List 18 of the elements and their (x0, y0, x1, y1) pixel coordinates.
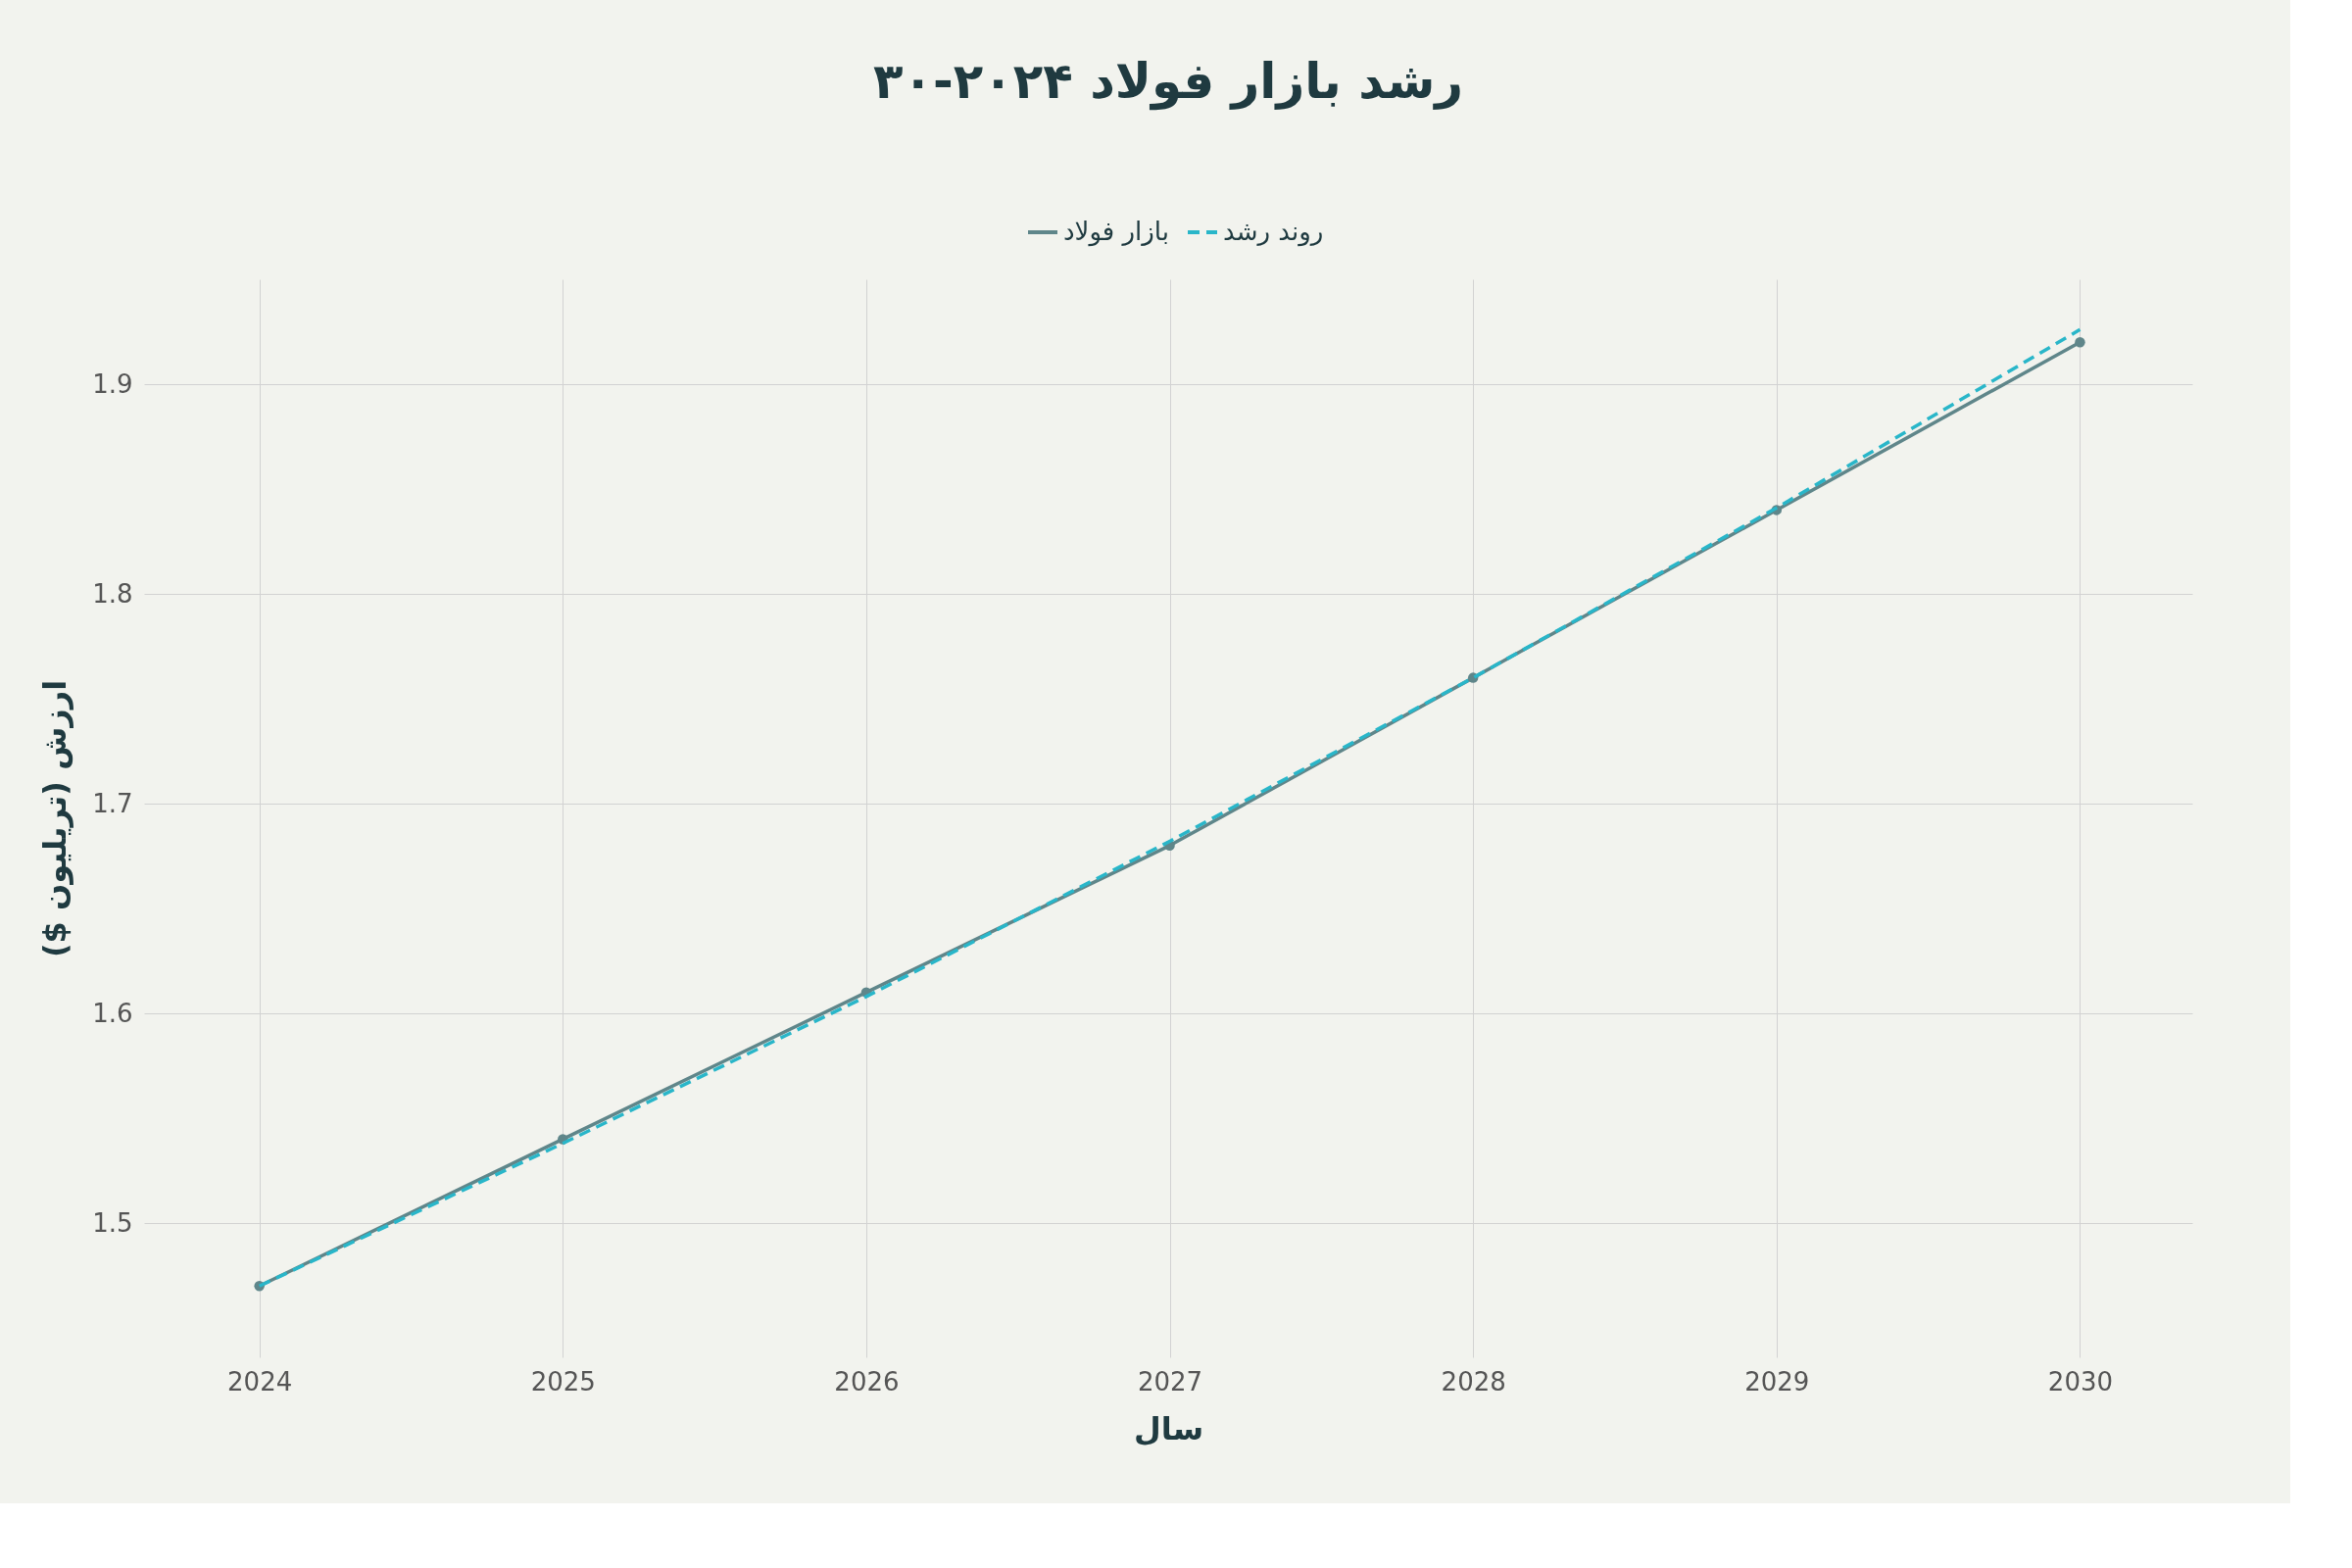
x-axis-title: سال (1133, 1409, 1204, 1447)
y-axis-title: ارزش (تریلیون $) (36, 679, 74, 958)
x-tick-label: 2029 (1744, 1366, 1810, 1396)
x-tick-label: 2027 (1137, 1366, 1203, 1396)
y-tick-label: 1.7 (92, 788, 133, 818)
point (2075, 336, 2085, 348)
x-tick-label: 2030 (2047, 1366, 2114, 1396)
x-tick-label: 2026 (834, 1366, 900, 1396)
y-tick-label: 1.6 (92, 998, 133, 1028)
legend-label: بازار فولاد (1063, 217, 1170, 247)
y-tick-label: 1.5 (92, 1207, 133, 1238)
y-tick-label: 1.8 (92, 578, 133, 609)
legend-label: روند رشد (1223, 217, 1324, 247)
x-tick-label: 2025 (530, 1366, 596, 1396)
x-tick-label: 2028 (1441, 1366, 1506, 1396)
y-tick-label: 1.9 (92, 368, 133, 399)
chart-title: رشد بازار فولاد ۲۰۲۴-۳۰ (872, 53, 1464, 111)
x-tick-label: 2024 (227, 1366, 293, 1396)
